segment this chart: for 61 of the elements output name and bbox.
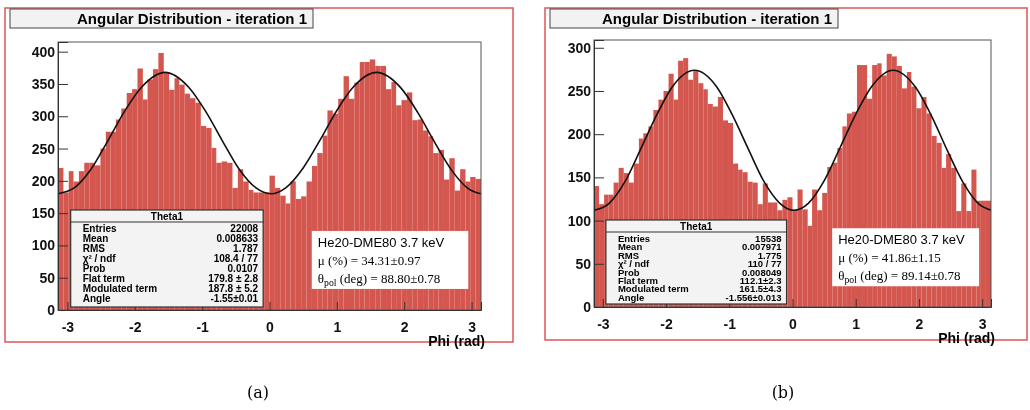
- annotation: Modulated term: [82, 283, 158, 294]
- x-tick-label: 2: [915, 315, 924, 332]
- chart-title: Angular Distribution - iteration 1: [601, 10, 832, 27]
- annotation: Entries: [617, 233, 651, 244]
- y-tick-label: 350: [31, 75, 56, 92]
- x-tick-label: -2: [660, 315, 673, 332]
- x-axis-title: Phi (rad): [428, 333, 485, 349]
- x-axis-title: Phi (rad): [938, 330, 995, 346]
- annotation: Theta1: [680, 221, 713, 232]
- y-tick-label: 200: [567, 126, 592, 143]
- x-tick-label: -1: [723, 315, 737, 332]
- annotation: θ$_{pol}$ (deg) = 88.80±0.78: [317, 270, 441, 288]
- x-tick-label: 2: [400, 318, 409, 335]
- annotation: θ$_{pol}$ (deg) = 89.14±0.78: [838, 268, 961, 286]
- annotation: μ (%) = 34.31±0.97: [317, 252, 421, 268]
- x-tick-label: -1: [196, 318, 210, 335]
- annotation: -1.55±0.01: [210, 293, 259, 304]
- y-tick-label: 300: [567, 39, 592, 56]
- annotation: 0.0107: [227, 263, 259, 274]
- chart-title: Angular Distribution - iteration 1: [76, 10, 307, 27]
- x-tick-label: 0: [266, 318, 275, 335]
- y-tick-label: 50: [575, 255, 592, 272]
- y-tick-label: 150: [567, 169, 592, 186]
- annotation: 187.8 ± 5.2: [208, 283, 259, 294]
- annotation: Flat term: [82, 273, 126, 284]
- y-tick-label: 50: [39, 269, 56, 286]
- x-tick-label: 1: [852, 315, 861, 332]
- annotation: He20-DME80 3.7 keV: [838, 232, 965, 248]
- y-tick-label: 250: [31, 140, 56, 157]
- x-tick-label: -3: [597, 315, 610, 332]
- y-tick-label: 250: [567, 82, 592, 99]
- annotation: RMS: [82, 243, 106, 254]
- annotation: Theta1: [150, 211, 184, 222]
- x-tick-label: 1: [333, 318, 342, 335]
- y-tick-label: 400: [31, 43, 56, 60]
- x-tick-label: 3: [978, 315, 987, 332]
- annotation: 179.8 ± 2.8: [208, 273, 259, 284]
- annotation: Mean: [82, 233, 109, 244]
- y-tick-label: 150: [31, 205, 56, 222]
- annotation: He20-DME80 3.7 keV: [317, 234, 445, 250]
- y-tick-label: 200: [31, 172, 56, 189]
- y-tick-label: 0: [47, 301, 56, 318]
- x-tick-label: -2: [129, 318, 142, 335]
- annotation: 15538: [755, 233, 782, 244]
- annotation: 0.008633: [216, 233, 259, 244]
- annotation: 108.4 / 77: [213, 253, 259, 264]
- y-tick-label: 0: [583, 298, 592, 315]
- x-tick-label: 0: [789, 315, 798, 332]
- annotation: Entries: [82, 223, 118, 234]
- annotation: Angle: [82, 293, 111, 304]
- annotation: 1.787: [233, 243, 259, 254]
- y-tick-label: 100: [31, 237, 56, 254]
- text: (a): [246, 383, 270, 402]
- text: (b): [771, 383, 795, 402]
- x-tick-label: -3: [61, 318, 75, 335]
- y-tick-label: 300: [31, 108, 56, 125]
- annotation: 22008: [230, 223, 259, 234]
- annotation: χ² / ndf: [82, 253, 117, 264]
- y-tick-label: 100: [567, 212, 592, 229]
- annotation: μ (%) = 41.86±1.15: [838, 250, 941, 266]
- x-tick-label: 3: [468, 318, 477, 335]
